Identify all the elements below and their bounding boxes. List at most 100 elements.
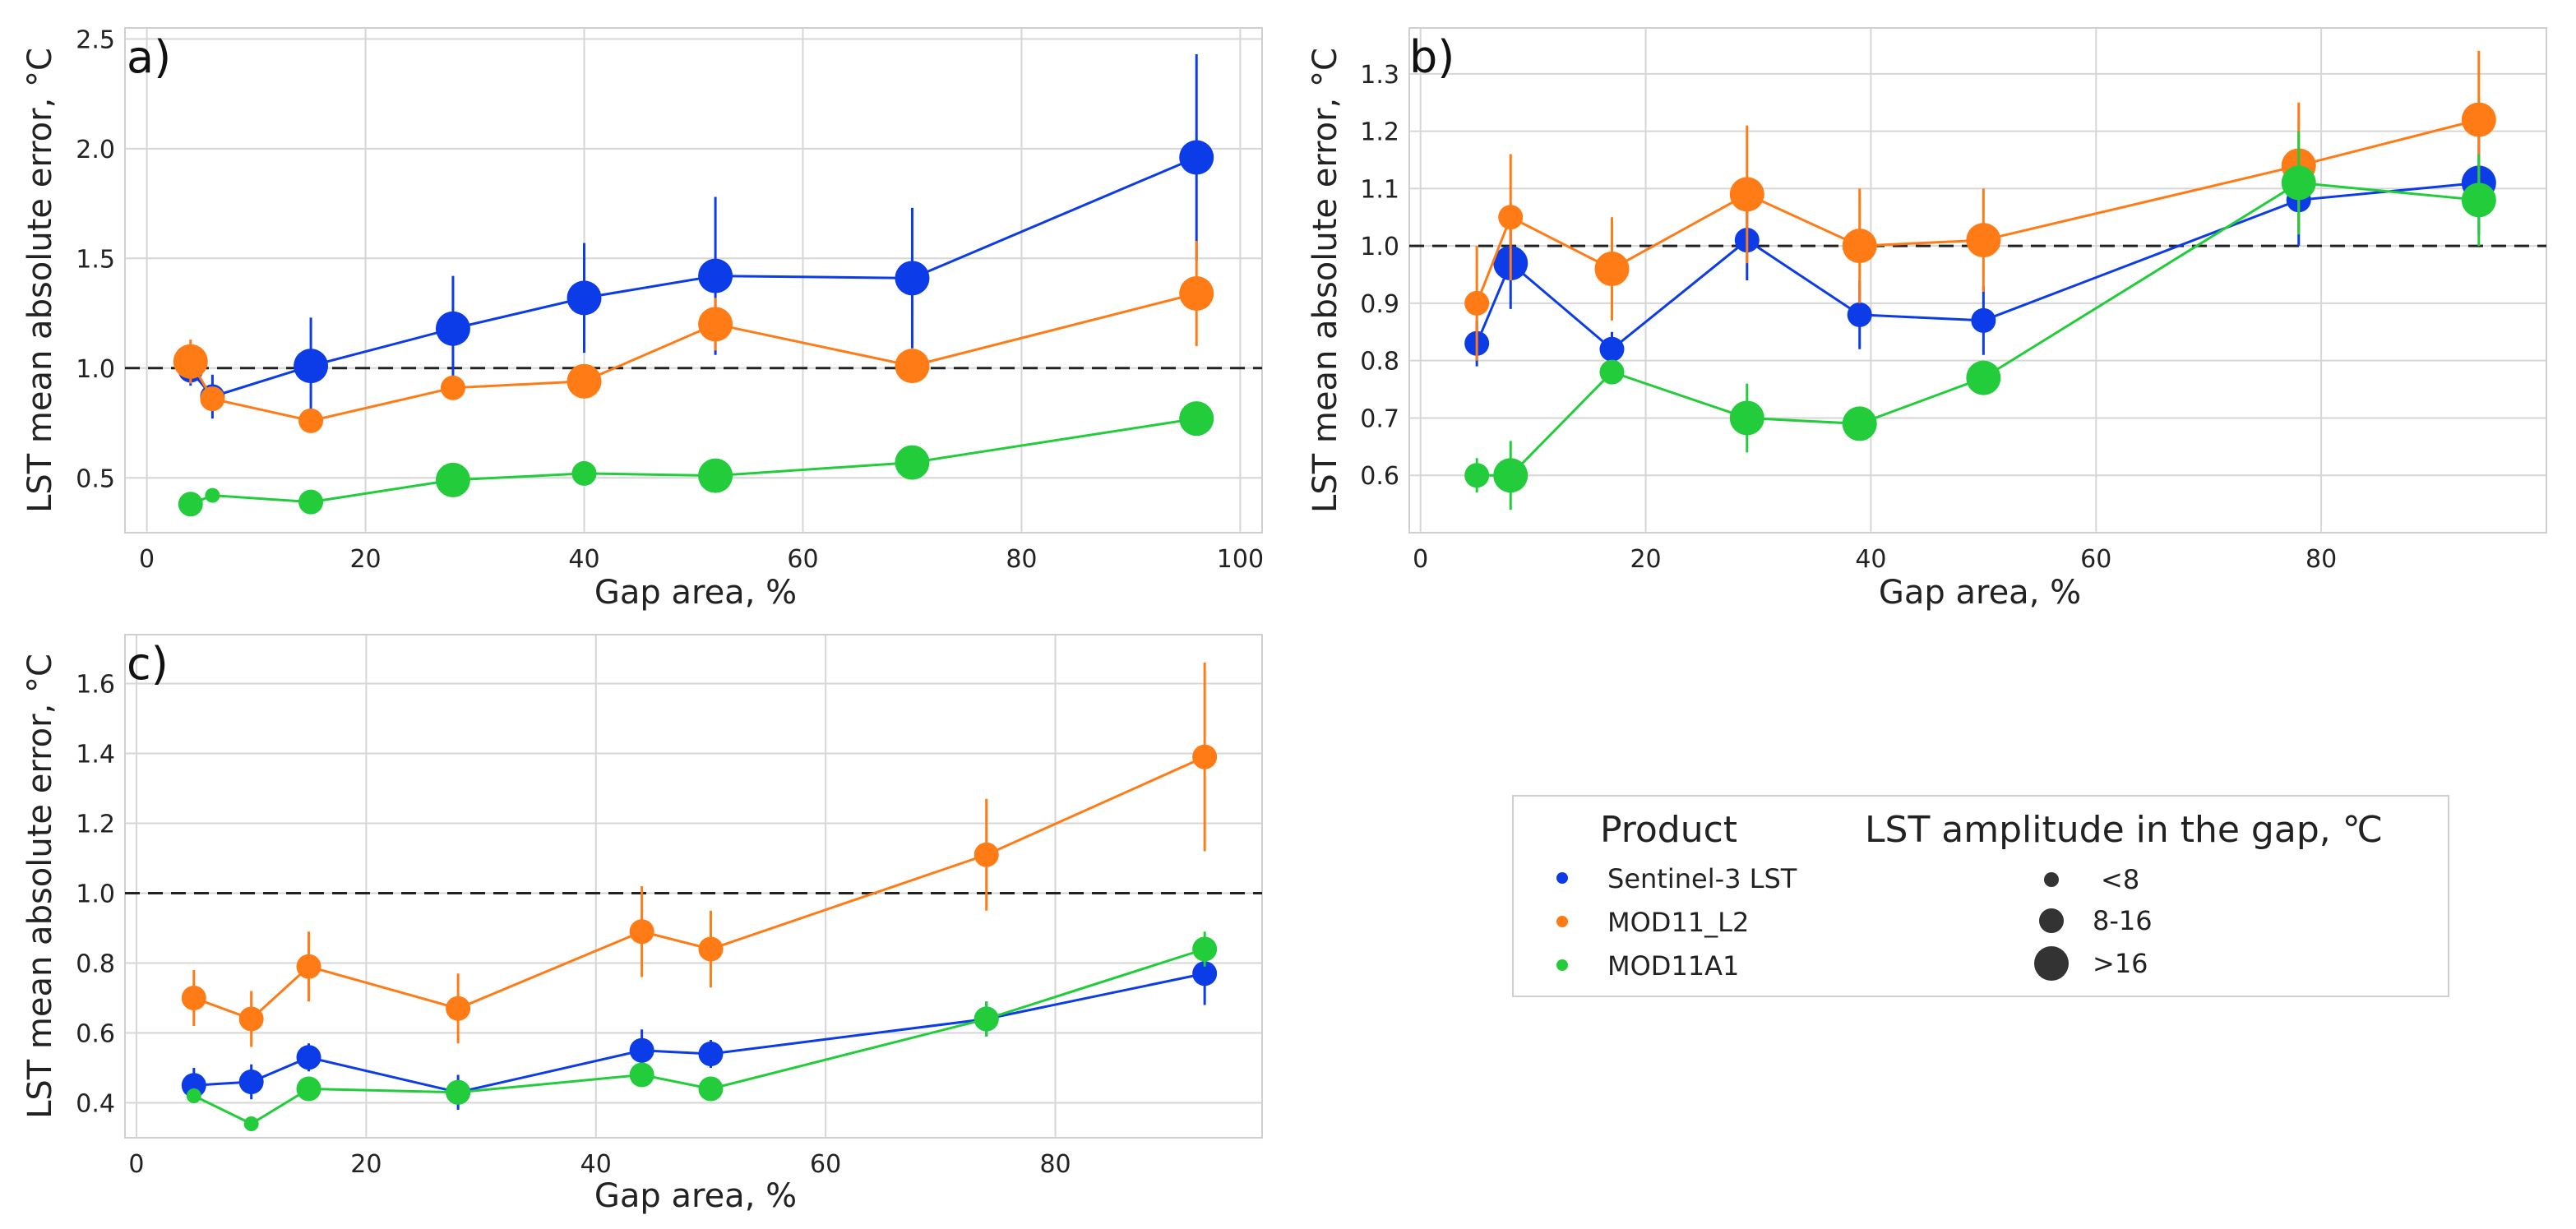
panel-c-mod11a1-line xyxy=(193,948,1205,1125)
panel-c-xtick-label-0: 0 xyxy=(128,1150,144,1179)
panel-c-ytick-label-5: 1.4 xyxy=(76,741,115,769)
panel-a-sentinel-3-lst-point-7 xyxy=(1179,140,1214,175)
legend-size-label-small: <8 xyxy=(2101,864,2139,895)
legend-size-small xyxy=(2044,872,2059,887)
panel-c-xtick-label-3: 60 xyxy=(810,1150,841,1179)
panel-c-mod11a1-point-1 xyxy=(243,1116,259,1131)
panel-c-xtick-label-2: 40 xyxy=(580,1150,612,1179)
panel-a-ytick-label-4: 2.5 xyxy=(76,25,115,54)
legend-size-label-large: >16 xyxy=(2093,948,2148,979)
panel-a-ytick-label-0: 0.5 xyxy=(76,464,115,493)
panel-c-sentinel-3-lst-point-2 xyxy=(296,1045,321,1070)
panel-b-ytick-label-5: 1.1 xyxy=(1360,175,1399,204)
panel-c-mod11-l2-point-0 xyxy=(181,986,206,1010)
panel-b-xtick-label-4: 80 xyxy=(2305,545,2337,574)
panel-a-sentinel-3-lst-point-5 xyxy=(698,258,733,293)
panel-c-ytick-label-0: 0.4 xyxy=(76,1090,115,1119)
panel-b-mod11-l2-point-0 xyxy=(1464,290,1490,316)
panel-a-mod11-l2-point-3 xyxy=(440,375,465,400)
panel-c-sentinel-3-lst-point-5 xyxy=(698,1042,724,1066)
panel-b-label: b) xyxy=(1409,31,1454,83)
panel-c-sentinel-3-lst-point-1 xyxy=(238,1070,264,1094)
panel-a-label: a) xyxy=(127,31,171,83)
panel-a-mod11-l2-point-5 xyxy=(698,307,733,342)
panel-c-mod11a1-point-6 xyxy=(974,1006,999,1032)
legend-marker-sentinel3 xyxy=(1556,872,1568,884)
panel-c-mod11a1-point-7 xyxy=(1192,936,1218,962)
panel-b-x-axis-label: Gap area, % xyxy=(1879,574,2081,612)
panel-c-ytick-label-1: 0.6 xyxy=(76,1020,115,1049)
panel-a-mod11a1-point-2 xyxy=(298,489,324,515)
panel-a-sentinel-3-lst-point-2 xyxy=(294,349,329,384)
panel-b-ytick-label-2: 0.8 xyxy=(1360,348,1399,377)
panel-a-sentinel-3-lst-point-3 xyxy=(435,311,470,346)
panel-b-mod11a1-point-2 xyxy=(1599,359,1625,385)
panel-a-frame xyxy=(124,27,1263,534)
panel-b-mod11a1-point-0 xyxy=(1464,463,1490,488)
panel-b-ytick-label-3: 0.9 xyxy=(1360,290,1399,319)
panel-c-mod11-l2-point-5 xyxy=(698,936,724,962)
panel-a-mod11a1-point-6 xyxy=(895,445,930,480)
panel-b-mod11a1-point-5 xyxy=(1966,360,2001,395)
legend-marker-mod11l2 xyxy=(1556,916,1568,927)
panel-b-xtick-label-0: 0 xyxy=(1413,545,1428,574)
panel-b-mod11a1-point-6 xyxy=(2281,165,2316,201)
panel-c-mod11-l2-point-3 xyxy=(446,996,471,1021)
panel-a-mod11a1-point-0 xyxy=(178,492,203,517)
panel-b-sentinel-3-lst-point-2 xyxy=(1599,336,1625,362)
panel-b-sentinel-3-lst-point-4 xyxy=(1847,302,1872,327)
panel-c-mod11a1-point-4 xyxy=(629,1062,654,1088)
panel-a-mod11a1-series xyxy=(178,401,1214,517)
panel-b-y-axis-label: LST mean absolute error, °C xyxy=(1306,48,1344,513)
panel-c-sentinel-3-lst-point-0 xyxy=(181,1073,206,1098)
panel-c: 0 20 40 60 80 0.4 0.6 0.8 1.0 1.2 1.4 1.6 Gap area, … xyxy=(21,634,1263,1215)
legend-size-large xyxy=(2034,946,2069,981)
panel-c-mod11-l2-point-4 xyxy=(629,919,654,945)
panel-c-y-axis-label: LST mean absolute error, °C xyxy=(21,654,59,1119)
panel-c-sentinel-3-lst-point-4 xyxy=(629,1037,654,1063)
legend-amplitude-title: LST amplitude in the gap, ℃ xyxy=(1865,809,2383,851)
panel-a-mod11-l2-point-2 xyxy=(298,408,324,433)
panel-b-mod11a1-series xyxy=(1464,131,2496,511)
panel-b-mod11-l2-point-3 xyxy=(1729,177,1764,212)
legend-label-mod11l2: MOD11_L2 xyxy=(1607,907,1749,938)
panel-a-mod11-l2-point-1 xyxy=(200,386,225,412)
panel-c-ytick-label-2: 0.8 xyxy=(76,950,115,979)
legend: Product LST amplitude in the gap, ℃ Sent… xyxy=(1512,795,2449,997)
panel-a-xtick-label-5: 100 xyxy=(1217,545,1264,574)
panel-c-mod11a1-point-2 xyxy=(296,1076,321,1102)
panel-a-xtick-label-0: 0 xyxy=(139,545,155,574)
panel-a-mod11-l2-point-0 xyxy=(173,344,208,379)
panel-a-mod11-l2-point-7 xyxy=(1179,276,1214,312)
panel-a-ytick-label-3: 2.0 xyxy=(76,136,115,164)
panel-a-y-axis-label: LST mean absolute error, °C xyxy=(21,48,59,513)
panel-b-ytick-label-6: 1.2 xyxy=(1360,118,1399,147)
panel-b-sentinel-3-lst-line xyxy=(1475,181,2479,351)
legend-size-label-medium: 8-16 xyxy=(2093,905,2153,936)
panel-b-xtick-label-2: 40 xyxy=(1855,545,1886,574)
legend-size-medium xyxy=(2039,908,2064,933)
panels: 0 20 40 60 80 100 0.5 1.0 1.5 2.0 2.5 Gap area, % LS… xyxy=(21,25,2547,1215)
panel-b-mod11-l2-point-5 xyxy=(1966,223,2001,258)
panel-a-mod11a1-point-7 xyxy=(1179,401,1214,437)
panel-c-ytick-label-3: 1.0 xyxy=(76,880,115,909)
panel-b-xtick-label-3: 60 xyxy=(2080,545,2111,574)
panel-a-x-axis-label: Gap area, % xyxy=(594,574,797,612)
panel-a-xtick-label-2: 40 xyxy=(568,545,599,574)
panel-a-mod11a1-point-3 xyxy=(435,462,470,497)
panel-c-mod11-l2-point-6 xyxy=(974,842,999,867)
panel-a-mod11a1-point-4 xyxy=(571,460,597,486)
legend-label-mod11a1: MOD11A1 xyxy=(1607,950,1739,982)
panel-c-ytick-label-4: 1.2 xyxy=(76,811,115,839)
panel-b-mod11a1-point-4 xyxy=(1842,406,1877,441)
panel-b-mod11-l2-point-4 xyxy=(1842,229,1877,264)
panel-c-mod11a1-series xyxy=(186,931,1218,1131)
panel-a-mod11-l2-point-4 xyxy=(567,363,602,399)
panel-c-xtick-label-4: 80 xyxy=(1039,1150,1071,1179)
panel-c-xtick-label-1: 20 xyxy=(350,1150,382,1179)
legend-marker-mod11a1 xyxy=(1556,959,1568,971)
panel-a-mod11a1-point-1 xyxy=(205,487,220,503)
panel-c-mod11-l2-line xyxy=(193,755,1205,1021)
panel-c-ytick-label-6: 1.6 xyxy=(76,671,115,700)
